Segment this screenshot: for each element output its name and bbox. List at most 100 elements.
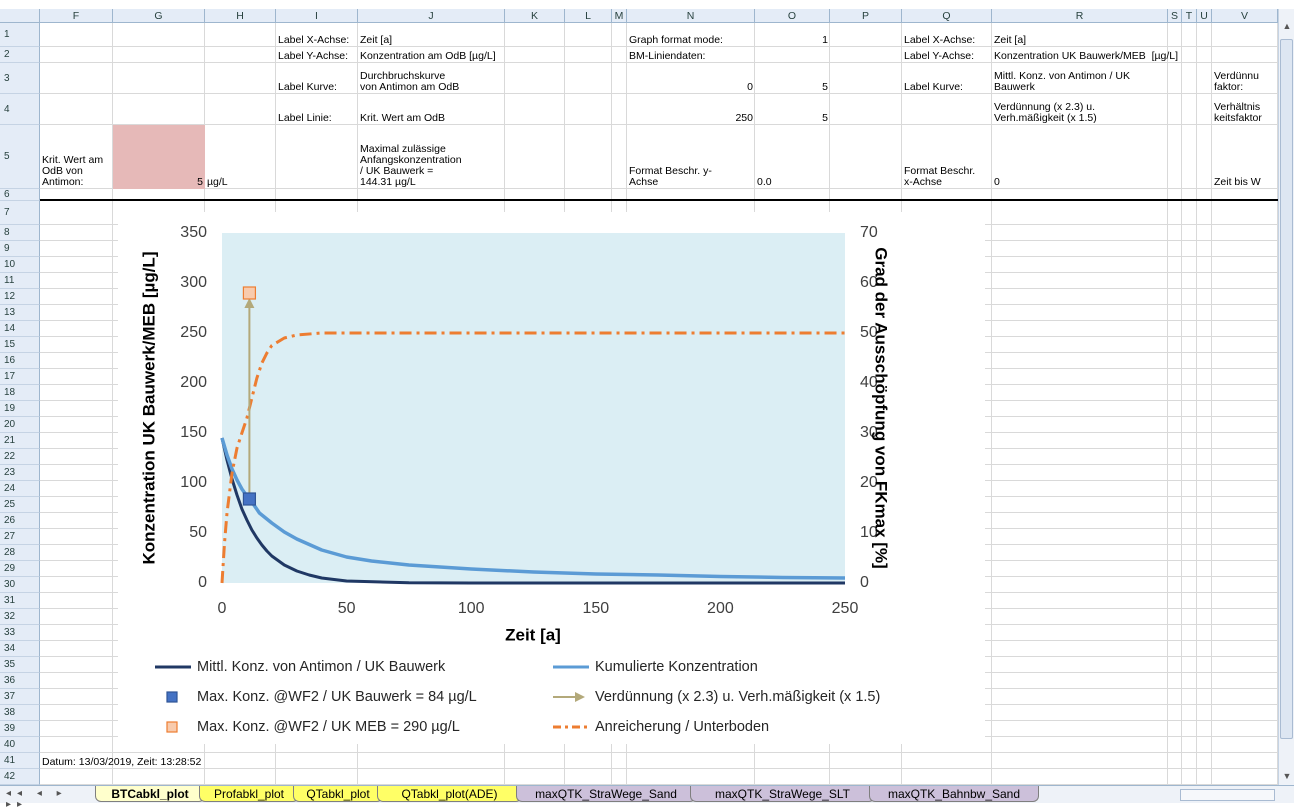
sheet-tab[interactable]: maxQTK_StraWege_Sand: [516, 786, 696, 802]
cell[interactable]: Konzentration UK Bauwerk/MEB [µg/L]: [994, 50, 1179, 62]
row-header[interactable]: 7: [0, 201, 40, 225]
sheet-tab[interactable]: BTCabkl_plot: [95, 786, 205, 802]
cell[interactable]: Krit. Wert am OdB von Antimon:: [42, 154, 104, 188]
cell[interactable]: 1: [822, 34, 828, 46]
row-header[interactable]: 31: [0, 593, 40, 609]
sheet-tab[interactable]: QTabkl_plot(ADE): [377, 786, 522, 802]
cell[interactable]: Maximal zulässige Anfangskonzentration /…: [360, 143, 462, 188]
scroll-down[interactable]: ▼: [1282, 771, 1292, 781]
cell[interactable]: 0: [747, 81, 753, 93]
row-header[interactable]: 18: [0, 385, 40, 401]
cell[interactable]: Label Kurve:: [904, 81, 963, 93]
column-header[interactable]: I: [276, 9, 358, 23]
cell[interactable]: 0.0: [757, 176, 772, 188]
row-header[interactable]: 29: [0, 561, 40, 577]
select-all[interactable]: [0, 9, 40, 23]
row-header[interactable]: 32: [0, 609, 40, 625]
column-header[interactable]: K: [505, 9, 565, 23]
row-header[interactable]: 22: [0, 449, 40, 465]
row-header[interactable]: 24: [0, 481, 40, 497]
cell[interactable]: Graph format mode:: [629, 34, 723, 46]
sheet-tab[interactable]: QTabkl_plot: [293, 786, 383, 802]
cell[interactable]: BM-Liniendaten:: [629, 50, 706, 62]
column-header[interactable]: U: [1197, 9, 1212, 23]
sheet-tab[interactable]: Profabkl_plot: [199, 786, 299, 802]
cell[interactable]: Mittl. Konz. von Antimon / UK Bauwerk: [994, 70, 1130, 93]
row-header[interactable]: 13: [0, 305, 40, 321]
row-header[interactable]: 10: [0, 257, 40, 273]
scroll-thumb[interactable]: [1280, 39, 1293, 739]
sheet-tab[interactable]: maxQTK_StraWege_SLT: [690, 786, 875, 802]
cell[interactable]: Zeit [a]: [994, 34, 1027, 46]
row-header[interactable]: 21: [0, 433, 40, 449]
row-header[interactable]: 14: [0, 321, 40, 337]
row-header[interactable]: 6: [0, 189, 40, 201]
row-header[interactable]: 17: [0, 369, 40, 385]
vertical-scrollbar[interactable]: ▲ ▼: [1278, 9, 1294, 786]
sheet-tab[interactable]: maxQTK_Bahnbw_Sand: [869, 786, 1039, 802]
cell[interactable]: Label Kurve:: [278, 81, 337, 93]
row-header[interactable]: 2: [0, 47, 40, 63]
column-header[interactable]: G: [113, 9, 205, 23]
column-header[interactable]: L: [565, 9, 612, 23]
cell[interactable]: Verhältnis keitsfaktor: [1214, 101, 1262, 124]
row-header[interactable]: 1: [0, 23, 40, 47]
row-header[interactable]: 28: [0, 545, 40, 561]
cell[interactable]: Konzentration am OdB [µg/L]: [360, 50, 496, 62]
row-header[interactable]: 30: [0, 577, 40, 593]
scroll-up[interactable]: ▲: [1282, 21, 1292, 31]
column-header[interactable]: J: [358, 9, 505, 23]
row-header[interactable]: 38: [0, 705, 40, 721]
row-header[interactable]: 4: [0, 94, 40, 125]
row-header[interactable]: 5: [0, 125, 40, 189]
row-header[interactable]: 23: [0, 465, 40, 481]
row-header[interactable]: 12: [0, 289, 40, 305]
column-header[interactable]: R: [992, 9, 1168, 23]
cell[interactable]: µg/L: [207, 176, 228, 188]
cell[interactable]: Label Linie:: [278, 112, 332, 124]
cell[interactable]: Durchbruchskurve von Antimon am OdB: [360, 70, 460, 93]
row-header[interactable]: 19: [0, 401, 40, 417]
row-header[interactable]: 41: [0, 753, 40, 769]
cell[interactable]: Label X-Achse:: [904, 34, 976, 46]
column-header[interactable]: F: [40, 9, 113, 23]
row-header[interactable]: 20: [0, 417, 40, 433]
cell[interactable]: Format Beschr. y- Achse: [629, 165, 712, 188]
row-header[interactable]: 42: [0, 769, 40, 785]
cell[interactable]: Verdünnu faktor:: [1214, 70, 1259, 93]
row-header[interactable]: 34: [0, 641, 40, 657]
column-header[interactable]: Q: [902, 9, 992, 23]
cell[interactable]: Label Y-Achse:: [904, 50, 975, 62]
horizontal-scrollbar[interactable]: [1180, 789, 1275, 801]
column-header[interactable]: O: [755, 9, 830, 23]
cell[interactable]: Krit. Wert am OdB: [360, 112, 445, 124]
row-header[interactable]: 16: [0, 353, 40, 369]
column-header[interactable]: H: [205, 9, 276, 23]
column-header[interactable]: S: [1168, 9, 1182, 23]
column-header[interactable]: P: [830, 9, 902, 23]
cell[interactable]: Zeit bis W: [1214, 176, 1261, 188]
row-header[interactable]: 3: [0, 63, 40, 94]
cell[interactable]: Zeit [a]: [360, 34, 393, 46]
row-header[interactable]: 27: [0, 529, 40, 545]
row-header[interactable]: 9: [0, 241, 40, 257]
column-header[interactable]: N: [627, 9, 755, 23]
row-header[interactable]: 11: [0, 273, 40, 289]
cell[interactable]: 5: [822, 81, 828, 93]
row-header[interactable]: 33: [0, 625, 40, 641]
row-header[interactable]: 35: [0, 657, 40, 673]
cell[interactable]: 0: [994, 176, 1000, 188]
row-header[interactable]: 26: [0, 513, 40, 529]
cell[interactable]: Format Beschr. x-Achse: [904, 165, 976, 188]
cell[interactable]: 5: [113, 125, 205, 189]
cell[interactable]: Label Y-Achse:: [278, 50, 349, 62]
tab-navigation[interactable]: ◂◂ ◂ ▸ ▸▸: [6, 788, 68, 810]
column-header[interactable]: V: [1212, 9, 1278, 23]
column-header[interactable]: M: [612, 9, 627, 23]
column-header[interactable]: T: [1182, 9, 1197, 23]
row-header[interactable]: 40: [0, 737, 40, 753]
cell[interactable]: Label X-Achse:: [278, 34, 350, 46]
row-header[interactable]: 8: [0, 225, 40, 241]
row-header[interactable]: 36: [0, 673, 40, 689]
row-header[interactable]: 15: [0, 337, 40, 353]
